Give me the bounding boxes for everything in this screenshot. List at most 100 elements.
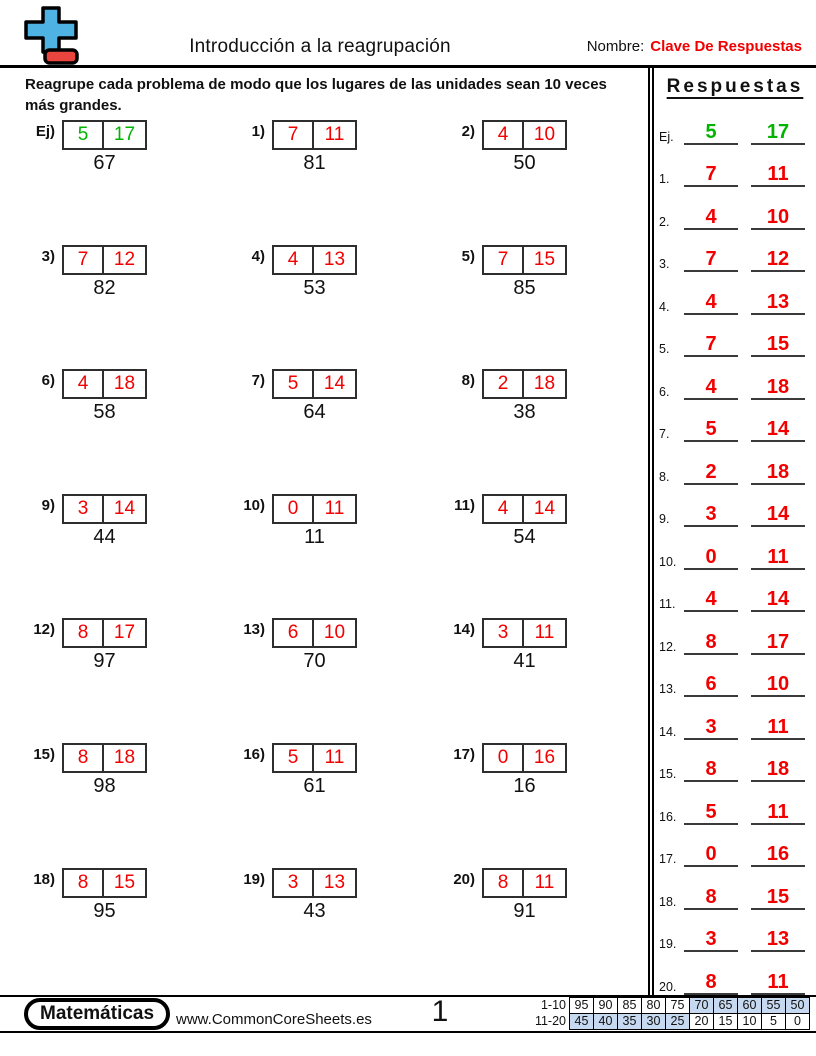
problem-label: 6): [41, 372, 55, 390]
answer-key-label: Clave De Respuestas: [650, 38, 802, 55]
footer-top-divider: [0, 995, 816, 997]
website-text: www.CommonCoreSheets.es: [176, 1011, 372, 1028]
answer-label: 13.: [659, 682, 677, 696]
answer-row: 11. 4 14: [654, 570, 816, 612]
regroup-box: 8 18: [62, 742, 147, 773]
answer-label: 9.: [659, 512, 670, 526]
score-cell: 70: [689, 997, 714, 1014]
problem-body: 8 11 91: [482, 867, 567, 923]
answer-tens: 7: [684, 248, 738, 272]
answer-ones: 17: [751, 121, 805, 145]
ones-cell: 18: [102, 744, 145, 771]
ones-cell: 11: [312, 495, 355, 522]
original-number: 58: [93, 401, 116, 424]
answer-tens: 4: [684, 291, 738, 315]
score-cell: 50: [785, 997, 810, 1014]
score-cell: 40: [593, 1013, 618, 1030]
tens-cell: 6: [287, 622, 299, 644]
instructions-text: Reagrupe cada problema de modo que los l…: [25, 76, 607, 114]
problem-body: 7 12 82: [62, 244, 147, 300]
answer-tens: 4: [684, 206, 738, 230]
problem-label: 10): [243, 496, 265, 514]
tens-cell: 0: [287, 497, 299, 519]
answer-row: 4. 4 13: [654, 272, 816, 315]
problem: 16) 5 11 61: [235, 733, 445, 858]
answer-tens: 2: [684, 461, 738, 485]
answer-row: 1. 7 11: [654, 145, 816, 187]
answer-row: 20. 8 11: [654, 952, 816, 995]
ones-cell: 15: [102, 869, 145, 896]
regroup-box: 5 14: [272, 369, 357, 400]
answer-label: 12.: [659, 639, 677, 654]
original-number: 97: [93, 650, 116, 673]
original-number: 43: [303, 899, 326, 922]
answer-tens: 7: [684, 333, 738, 357]
problem-label: Ej): [35, 123, 55, 140]
answer-ones: 11: [751, 971, 805, 995]
header-divider: [0, 65, 816, 68]
problem: 6) 4 18 58: [25, 359, 235, 484]
answer-label: 10.: [659, 554, 677, 569]
problem-body: 3 14 44: [62, 493, 147, 549]
problem-body: 5 11 61: [272, 742, 357, 798]
answer-tens: 8: [684, 631, 738, 655]
answer-label: 1.: [659, 172, 670, 186]
answer-ones: 14: [751, 418, 805, 442]
problem-body: 2 18 38: [482, 369, 567, 424]
problem-body: 5 14 64: [272, 369, 357, 424]
regroup-box: 3 13: [272, 867, 357, 898]
problem: 1) 7 11 81: [235, 110, 445, 235]
problem-body: 4 10 50: [482, 120, 567, 175]
problem: 20) 8 11 91: [445, 858, 643, 983]
score-cell: 10: [737, 1013, 762, 1030]
problem-body: 4 18 58: [62, 369, 147, 424]
score-cell: 0: [785, 1013, 810, 1030]
answer-label: 4.: [659, 299, 670, 314]
score-cell: 15: [713, 1013, 738, 1030]
score-cell: 65: [713, 997, 738, 1014]
answer-label: 6.: [659, 384, 670, 399]
tens-cell: 8: [77, 622, 89, 644]
answer-tens: 0: [684, 546, 738, 570]
answer-label: 20.: [659, 979, 677, 994]
answer-tens: 4: [684, 588, 738, 612]
answer-label: 11.: [659, 597, 676, 611]
tens-cell: 7: [287, 124, 299, 145]
answer-row: 17. 0 16: [654, 825, 816, 867]
score-cell: 45: [569, 1013, 594, 1030]
answer-ones: 11: [751, 546, 805, 570]
score-row: 11-20 45 40 35 30 25 20 15 10 5 0: [530, 1013, 810, 1030]
tens-cell: 4: [497, 124, 509, 145]
answers-list: Ej. 5 17 1. 7 11 2. 4 10 3. 7 12 4. 4 13…: [654, 102, 816, 995]
answer-row: 12. 8 17: [654, 612, 816, 655]
answers-title: Respuestas: [666, 76, 804, 97]
answer-ones: 16: [751, 843, 805, 867]
answer-row: 13. 6 10: [654, 655, 816, 697]
regroup-box: 5 11: [272, 742, 357, 773]
tens-cell: 7: [77, 248, 89, 270]
plus-minus-logo-icon: [24, 6, 79, 65]
regroup-box: 7 15: [482, 244, 567, 275]
ones-cell: 14: [522, 495, 565, 522]
problem-label: 5): [461, 247, 475, 265]
problem-body: 7 15 85: [482, 244, 567, 300]
original-number: 95: [93, 899, 116, 922]
ones-cell: 11: [312, 744, 355, 771]
problems-grid: Ej) 5 17 67 1) 7 11 81 2) 4: [25, 110, 643, 982]
answers-panel: Respuestas Ej. 5 17 1. 7 11 2. 4 10 3. 7…: [648, 68, 816, 995]
original-number: 98: [93, 774, 116, 797]
answer-tens: 6: [684, 673, 738, 697]
ones-cell: 13: [312, 246, 355, 273]
original-number: 70: [303, 650, 326, 673]
original-number: 82: [93, 276, 116, 299]
score-cell: 30: [641, 1013, 666, 1030]
problem: 17) 0 16 16: [445, 733, 643, 858]
problem-body: 4 14 54: [482, 493, 567, 549]
problem-body: 8 18 98: [62, 742, 147, 798]
answer-tens: 5: [684, 801, 738, 825]
tens-cell: 7: [497, 248, 509, 270]
answer-ones: 12: [751, 248, 805, 272]
problem: 10) 0 11 11: [235, 484, 445, 609]
problem-body: 3 13 43: [272, 867, 357, 923]
